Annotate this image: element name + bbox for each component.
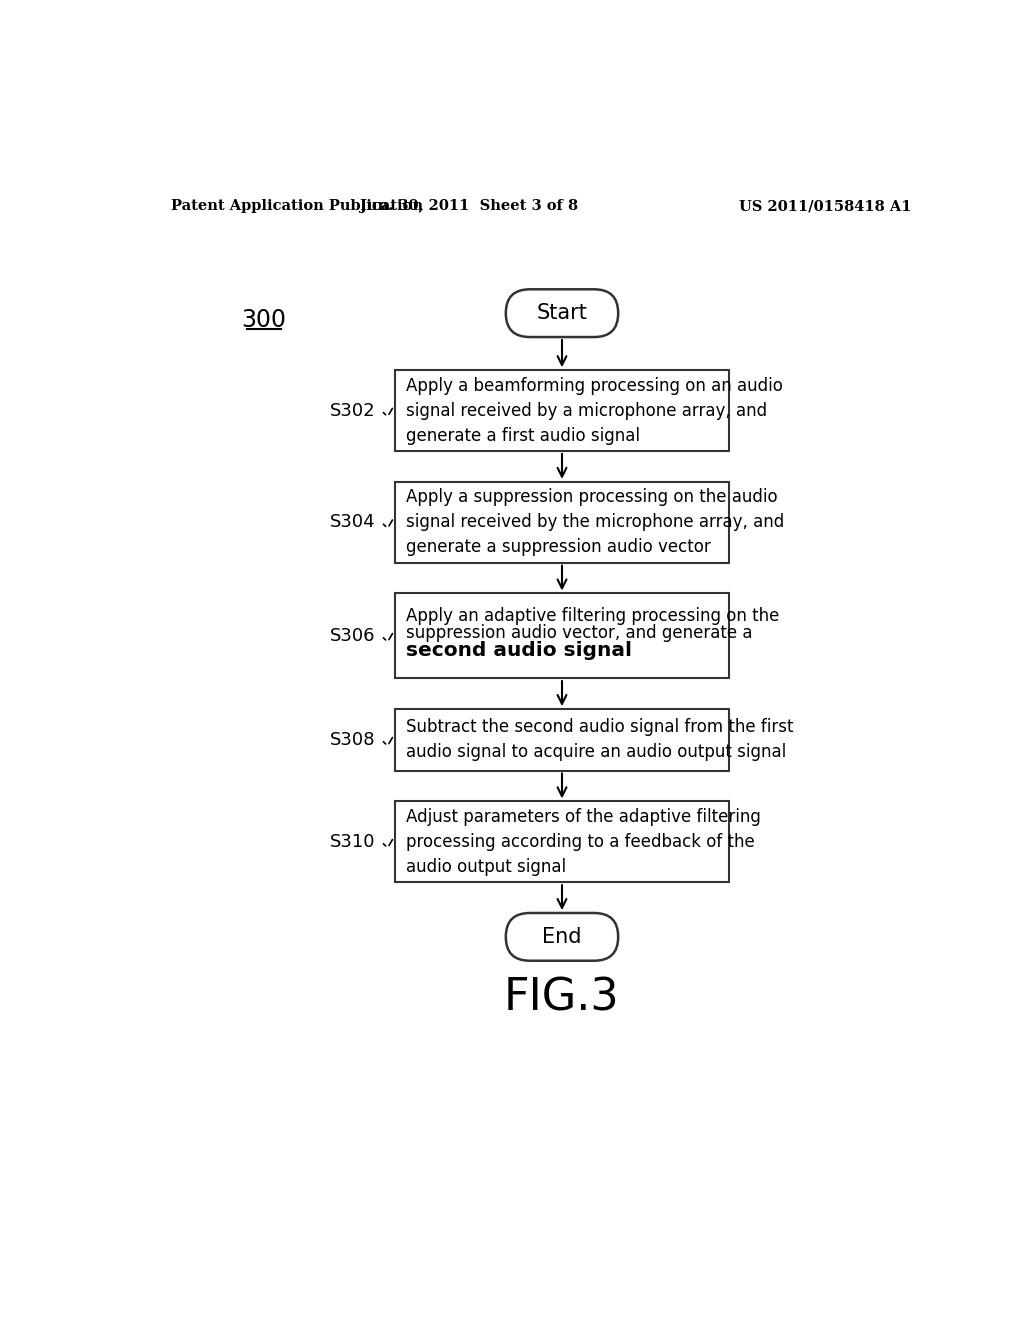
Text: S310: S310	[330, 833, 376, 851]
FancyBboxPatch shape	[395, 370, 729, 451]
Text: Apply an adaptive filtering processing on the: Apply an adaptive filtering processing o…	[407, 607, 779, 626]
Text: End: End	[543, 927, 582, 946]
Text: Subtract the second audio signal from the first
audio signal to acquire an audio: Subtract the second audio signal from th…	[407, 718, 794, 762]
Text: Apply a beamforming processing on an audio
signal received by a microphone array: Apply a beamforming processing on an aud…	[407, 376, 783, 445]
Text: S304: S304	[330, 513, 376, 531]
Text: Patent Application Publication: Patent Application Publication	[171, 199, 423, 213]
Text: Adjust parameters of the adaptive filtering
processing according to a feedback o: Adjust parameters of the adaptive filter…	[407, 808, 761, 875]
FancyBboxPatch shape	[395, 709, 729, 771]
Text: 300: 300	[241, 308, 286, 333]
FancyBboxPatch shape	[395, 801, 729, 882]
Text: FIG.3: FIG.3	[504, 977, 620, 1019]
Text: Apply a suppression processing on the audio
signal received by the microphone ar: Apply a suppression processing on the au…	[407, 488, 784, 556]
FancyBboxPatch shape	[395, 482, 729, 562]
Text: US 2011/0158418 A1: US 2011/0158418 A1	[739, 199, 911, 213]
Text: S306: S306	[330, 627, 376, 644]
FancyBboxPatch shape	[506, 913, 618, 961]
FancyBboxPatch shape	[506, 289, 618, 337]
FancyBboxPatch shape	[395, 594, 729, 678]
Text: Start: Start	[537, 304, 588, 323]
Text: second audio signal: second audio signal	[407, 642, 632, 660]
Text: S302: S302	[330, 401, 376, 420]
Text: S308: S308	[330, 731, 376, 748]
Text: suppression audio vector, and generate a: suppression audio vector, and generate a	[407, 624, 753, 643]
Text: Jun. 30, 2011  Sheet 3 of 8: Jun. 30, 2011 Sheet 3 of 8	[360, 199, 579, 213]
